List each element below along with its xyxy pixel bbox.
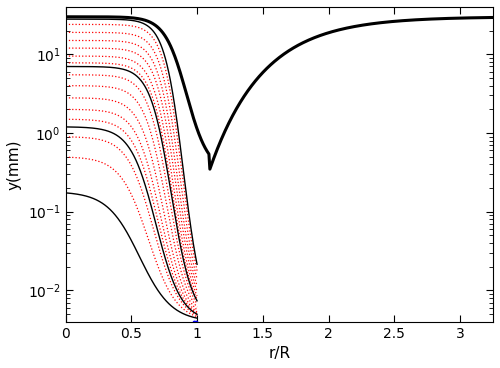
Y-axis label: y(mm): y(mm) xyxy=(7,139,22,190)
X-axis label: r/R: r/R xyxy=(268,346,290,361)
